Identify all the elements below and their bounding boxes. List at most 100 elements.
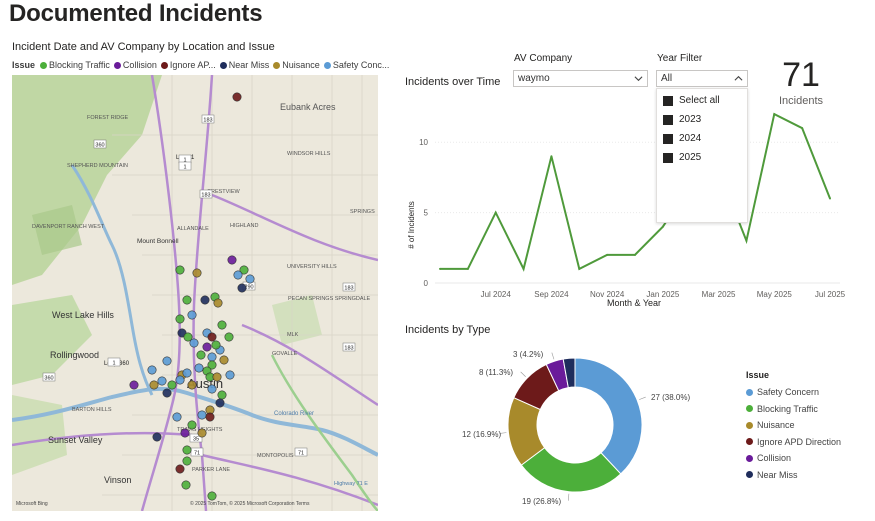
incident-point[interactable] [196, 350, 206, 360]
donut-legend-item[interactable]: Near Miss [746, 467, 841, 484]
year-filter-dropdown[interactable]: All [656, 70, 748, 87]
year-option-select-all[interactable]: Select all [657, 91, 747, 110]
x-tick-label: May 2025 [757, 290, 793, 299]
line-point[interactable] [550, 155, 553, 158]
legend-dot-icon [113, 61, 121, 69]
incident-point[interactable] [215, 398, 225, 408]
line-point[interactable] [773, 113, 776, 116]
donut-slice[interactable] [562, 357, 576, 389]
incident-point[interactable] [157, 376, 167, 386]
line-point[interactable] [634, 253, 636, 256]
incident-point[interactable] [181, 480, 191, 490]
incident-point[interactable] [227, 255, 237, 265]
incident-point[interactable] [180, 428, 190, 438]
incident-point[interactable] [207, 332, 217, 342]
incident-point[interactable] [207, 384, 217, 394]
incident-point[interactable] [233, 270, 243, 280]
incidents-over-time-chart[interactable]: 0 5 10 Jul 2024 Sep 2024 Nov 2024 Jan 2025 Mar… [400, 90, 860, 315]
year-option-2024[interactable]: 2024 [657, 129, 747, 148]
data-label-leader [639, 396, 646, 400]
incident-point[interactable] [245, 274, 255, 284]
donut-legend-item[interactable]: Ignore APD Direction [746, 434, 841, 451]
map-legend-item[interactable]: Blocking Traffic [40, 60, 110, 70]
incident-point[interactable] [217, 390, 227, 400]
incident-point[interactable] [197, 410, 207, 420]
incident-point[interactable] [175, 265, 185, 275]
x-tick-label: Jul 2024 [481, 290, 512, 299]
incidents-by-type-chart[interactable]: 27 (38.0%) 19 (26.8%) 12 (16.9%) 8 (11.3%)3… [405, 338, 740, 513]
incident-point[interactable] [182, 456, 192, 466]
donut-legend-item[interactable]: Safety Concern [746, 384, 841, 401]
line-point[interactable] [439, 267, 441, 270]
donut-data-labels: 27 (38.0%) 19 (26.8%) 12 (16.9%) 8 (11.3%)3… [462, 350, 690, 506]
map-legend-item[interactable]: Collision [113, 60, 157, 70]
incident-point[interactable] [207, 360, 217, 370]
incident-point[interactable] [175, 314, 185, 324]
incident-point[interactable] [211, 340, 221, 350]
incident-point[interactable] [152, 432, 162, 442]
line-chart-points [439, 113, 831, 270]
incident-point[interactable] [182, 368, 192, 378]
incident-point[interactable] [200, 295, 210, 305]
donut-slice[interactable] [574, 357, 643, 475]
donut-legend-item[interactable]: Blocking Traffic [746, 401, 841, 418]
incident-point[interactable] [213, 298, 223, 308]
incident-point[interactable] [129, 380, 139, 390]
line-point[interactable] [745, 239, 748, 242]
incident-point[interactable] [187, 420, 197, 430]
incident-point[interactable] [167, 380, 177, 390]
incident-point[interactable] [224, 332, 234, 342]
map-canvas[interactable]: Eubank Acres FOREST RIDGE SHEPHERD MOUNT… [12, 75, 378, 511]
map-legend-item[interactable]: Nuisance [273, 60, 320, 70]
line-point[interactable] [494, 211, 497, 214]
av-company-dropdown[interactable]: waymo [513, 70, 648, 87]
line-point[interactable] [466, 267, 469, 270]
incident-point[interactable] [147, 365, 157, 375]
incident-point[interactable] [187, 380, 197, 390]
line-point[interactable] [661, 225, 664, 228]
year-filter-options[interactable]: Select all 2023 2024 2025 [656, 88, 748, 223]
donut-legend-item[interactable]: Nuisance [746, 417, 841, 434]
map-legend-item[interactable]: Ignore AP... [160, 60, 216, 70]
line-point[interactable] [829, 197, 831, 200]
incident-point[interactable] [187, 310, 197, 320]
incident-point[interactable] [225, 370, 235, 380]
incident-map[interactable]: Eubank Acres FOREST RIDGE SHEPHERD MOUNT… [12, 75, 378, 511]
incident-point[interactable] [175, 375, 185, 385]
incident-point[interactable] [175, 464, 185, 474]
incident-point[interactable] [219, 355, 229, 365]
incident-point[interactable] [232, 92, 242, 102]
map-attribution[interactable]: © 2025 TomTom, © 2025 Microsoft Corporat… [190, 500, 310, 507]
incident-point[interactable] [183, 332, 193, 342]
line-point[interactable] [801, 127, 804, 130]
donut-data-label: 27 (38.0%) [651, 393, 690, 402]
year-option-2023[interactable]: 2023 [657, 110, 747, 129]
incident-point[interactable] [237, 283, 247, 293]
incident-point[interactable] [207, 491, 217, 501]
incident-point[interactable] [182, 295, 192, 305]
map-legend-item[interactable]: Safety Conc... [323, 60, 389, 70]
incident-point[interactable] [162, 356, 172, 366]
donut-legend-item[interactable]: Collision [746, 450, 841, 467]
incident-point[interactable] [172, 412, 182, 422]
incident-point[interactable] [205, 412, 215, 422]
incident-point[interactable] [239, 265, 249, 275]
map-legend-item[interactable]: Near Miss [219, 60, 269, 70]
line-series-incidents [440, 112, 831, 272]
incident-point[interactable] [212, 372, 222, 382]
incident-point[interactable] [197, 428, 207, 438]
incident-point[interactable] [149, 380, 159, 390]
line-point[interactable] [606, 253, 609, 256]
incident-point[interactable] [202, 342, 212, 352]
incident-point[interactable] [207, 352, 217, 362]
incident-point[interactable] [217, 320, 227, 330]
incident-point[interactable] [162, 388, 172, 398]
incident-point[interactable] [182, 445, 192, 455]
park-area [12, 395, 67, 475]
incident-point[interactable] [192, 268, 202, 278]
line-point[interactable] [578, 267, 581, 270]
incident-point[interactable] [189, 338, 199, 348]
year-option-2025[interactable]: 2025 [657, 148, 747, 167]
incident-point[interactable] [194, 363, 204, 373]
line-point[interactable] [522, 267, 525, 270]
